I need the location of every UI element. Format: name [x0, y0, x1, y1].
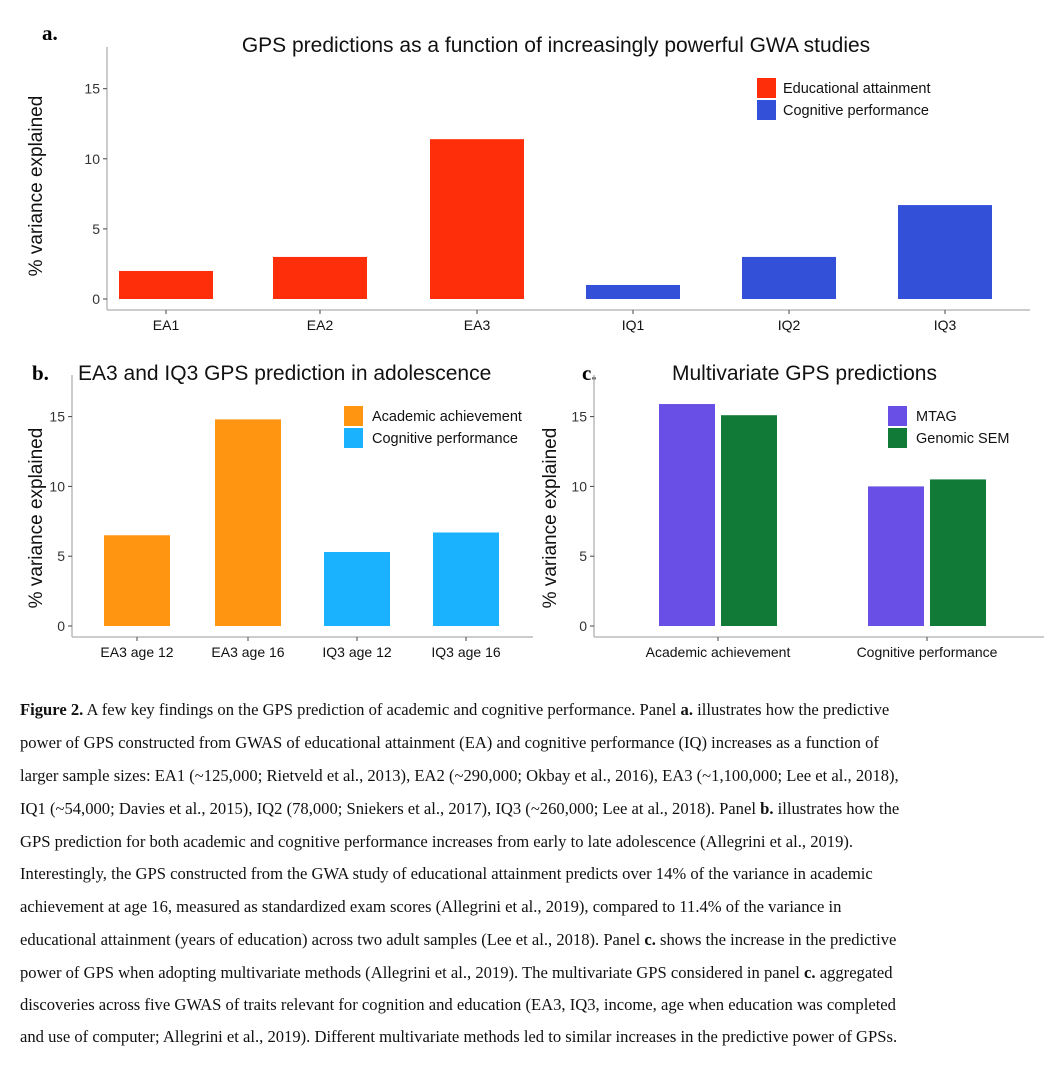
- y-axis-label: % variance explained: [540, 428, 561, 609]
- x-tick-label: EA2: [307, 317, 334, 333]
- y-tick-label: 10: [49, 478, 65, 494]
- x-tick-label: Academic achievement: [646, 644, 791, 660]
- legend-swatch: [888, 428, 907, 448]
- y-tick-label: 5: [57, 548, 65, 564]
- x-tick-label: IQ1: [622, 317, 645, 333]
- bar-ea3: [430, 139, 524, 299]
- bar-iq2: [742, 256, 836, 299]
- bar-iq3-age-12: [324, 552, 390, 626]
- y-tick-label: 10: [571, 478, 587, 494]
- y-tick-label: 15: [49, 409, 65, 425]
- caption-line: achievement at age 16, measured as stand…: [20, 897, 1040, 917]
- chart-title: GPS predictions as a function of increas…: [242, 34, 870, 57]
- y-tick-label: 5: [579, 548, 587, 564]
- caption-bold-text: b.: [760, 799, 774, 818]
- caption-text: aggregated: [815, 963, 893, 982]
- caption-line: discoveries across five GWAS of traits r…: [20, 995, 1040, 1015]
- legend-swatch: [757, 78, 776, 98]
- caption-text: power of GPS when adopting multivariate …: [20, 963, 805, 982]
- x-tick-label: EA3 age 16: [211, 644, 284, 660]
- x-tick-label: IQ3 age 12: [322, 644, 391, 660]
- bar-mtag: [659, 404, 715, 626]
- caption-line: Interestingly, the GPS constructed from …: [20, 864, 1040, 884]
- legend-label: Genomic SEM: [916, 431, 1009, 447]
- y-tick-label: 0: [57, 618, 65, 634]
- y-tick-label: 15: [84, 81, 100, 97]
- legend-label: Cognitive performance: [372, 431, 518, 447]
- legend-label: MTAG: [916, 409, 957, 425]
- legend-swatch: [888, 406, 907, 426]
- legend-label: Educational attainment: [783, 81, 931, 97]
- x-tick-label: EA1: [153, 317, 180, 333]
- legend-label: Cognitive performance: [783, 103, 929, 119]
- caption-text: educational attainment (years of educati…: [20, 930, 645, 949]
- bar-genomic-sem: [721, 415, 777, 626]
- y-tick-label: 5: [92, 221, 100, 237]
- caption-text: larger sample sizes: EA1 (~125,000; Riet…: [20, 766, 899, 785]
- y-axis-label: % variance explained: [26, 96, 47, 277]
- bar-ea1: [119, 270, 213, 299]
- y-tick-label: 15: [571, 409, 587, 425]
- figure-charts: a. GPS predictions as a function of incre…: [26, 21, 1044, 660]
- caption-line: larger sample sizes: EA1 (~125,000; Riet…: [20, 766, 1040, 786]
- y-tick-label: 10: [84, 151, 100, 167]
- caption-line: educational attainment (years of educati…: [20, 930, 1040, 950]
- caption-text: Interestingly, the GPS constructed from …: [20, 864, 873, 883]
- legend-label: Academic achievement: [372, 409, 522, 425]
- y-axis-label: % variance explained: [26, 428, 47, 609]
- caption-text: and use of computer; Allegrini et al., 2…: [20, 1027, 898, 1046]
- caption-text: IQ1 (~54,000; Davies et al., 2015), IQ2 …: [20, 799, 761, 818]
- bar-iq1: [586, 284, 680, 299]
- caption-bold-text: a.: [680, 700, 693, 719]
- x-tick-label: EA3 age 12: [100, 644, 173, 660]
- legend-swatch: [344, 406, 363, 426]
- bar-ea3-age-12: [104, 535, 170, 626]
- x-tick-label: IQ2: [778, 317, 801, 333]
- caption-line: and use of computer; Allegrini et al., 2…: [20, 1027, 1040, 1047]
- caption-text: illustrates how the: [773, 799, 900, 818]
- y-tick-label: 0: [92, 291, 100, 307]
- panel-label: b.: [32, 361, 49, 385]
- caption-line: GPS prediction for both academic and cog…: [20, 832, 1040, 852]
- caption-bold-text: Figure 2.: [20, 700, 84, 719]
- y-tick-label: 0: [579, 618, 587, 634]
- caption-text: illustrates how the predictive: [692, 700, 890, 719]
- bar-iq3-age-16: [433, 532, 499, 626]
- caption-text: A few key findings on the GPS prediction…: [83, 700, 681, 719]
- caption-text: shows the increase in the predictive: [655, 930, 897, 949]
- caption-line: power of GPS when adopting multivariate …: [20, 963, 1040, 983]
- x-tick-label: IQ3 age 16: [431, 644, 500, 660]
- caption-line: power of GPS constructed from GWAS of ed…: [20, 733, 1040, 753]
- caption-text: achievement at age 16, measured as stand…: [20, 897, 842, 916]
- caption-text: power of GPS constructed from GWAS of ed…: [20, 733, 879, 752]
- legend-swatch: [757, 100, 776, 120]
- bar-genomic-sem: [930, 479, 986, 626]
- caption-text: discoveries across five GWAS of traits r…: [20, 995, 896, 1014]
- caption-line: IQ1 (~54,000; Davies et al., 2015), IQ2 …: [20, 799, 1040, 819]
- legend-swatch: [344, 428, 363, 448]
- bar-mtag: [868, 486, 924, 626]
- panel-label: c.: [582, 361, 597, 385]
- caption-text: GPS prediction for both academic and cog…: [20, 832, 854, 851]
- caption-bold-text: c.: [804, 963, 816, 982]
- caption-line: Figure 2. A few key findings on the GPS …: [20, 700, 1040, 720]
- bar-ea2: [273, 256, 367, 299]
- caption-bold-text: c.: [644, 930, 656, 949]
- chart-title: Multivariate GPS predictions: [672, 362, 937, 385]
- x-tick-label: IQ3: [934, 317, 957, 333]
- bar-iq3: [898, 205, 992, 299]
- x-tick-label: EA3: [464, 317, 491, 333]
- panel-label: a.: [42, 21, 58, 45]
- bar-ea3-age-16: [215, 419, 281, 626]
- chart-title: EA3 and IQ3 GPS prediction in adolescenc…: [78, 362, 491, 385]
- x-tick-label: Cognitive performance: [857, 644, 998, 660]
